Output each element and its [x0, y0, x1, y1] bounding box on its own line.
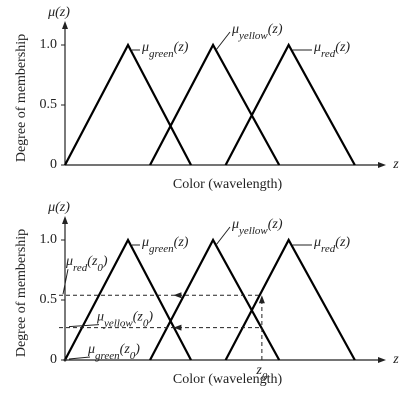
x-axis-arrow [378, 357, 386, 363]
membership-line [149, 237, 281, 361]
x-label: Color (wavelength) [173, 177, 283, 192]
y-label: Degree of membership [14, 229, 29, 357]
series-label: μgreen(z) [141, 40, 189, 59]
membership-line [64, 42, 192, 166]
membership-line [224, 237, 356, 361]
x-axis-arrow [378, 162, 386, 168]
label-leader [68, 324, 100, 328]
membership-line [224, 42, 356, 166]
marker-label: z0 [255, 363, 267, 382]
y-axis-arrow [62, 21, 68, 29]
value-arrow [173, 324, 182, 331]
y-tick-label: 1.0 [40, 37, 58, 52]
series-label: μred(z) [313, 40, 350, 59]
value-label: μred(z0) [65, 254, 108, 273]
series-label: μyellow(z) [231, 22, 283, 41]
series-label: μyellow(z) [231, 217, 283, 236]
marker-arrow [258, 295, 265, 304]
label-leader [215, 31, 231, 51]
membership-line [149, 42, 281, 166]
label-leader [215, 226, 231, 246]
x-symbol: z [392, 352, 399, 367]
y-tick-label: 0.5 [40, 292, 58, 307]
y-title: μ(z) [47, 200, 70, 215]
x-label: Color (wavelength) [173, 372, 283, 387]
value-arrow [173, 292, 182, 299]
y-label: Degree of membership [14, 34, 29, 162]
y-title: μ(z) [47, 5, 70, 20]
y-axis-arrow [62, 216, 68, 224]
value-label: μyellow(z0) [96, 310, 153, 329]
y-tick-label: 0 [50, 352, 57, 367]
series-label: μgreen(z) [141, 235, 189, 254]
label-leader [68, 356, 91, 360]
label-leader [62, 269, 69, 295]
y-tick-label: 1.0 [40, 232, 58, 247]
value-label: μgreen(z0) [87, 342, 140, 361]
y-tick-label: 0.5 [40, 97, 58, 112]
series-label: μred(z) [313, 235, 350, 254]
y-tick-label: 0 [50, 157, 57, 172]
value-point [63, 358, 67, 362]
x-symbol: z [392, 157, 399, 172]
